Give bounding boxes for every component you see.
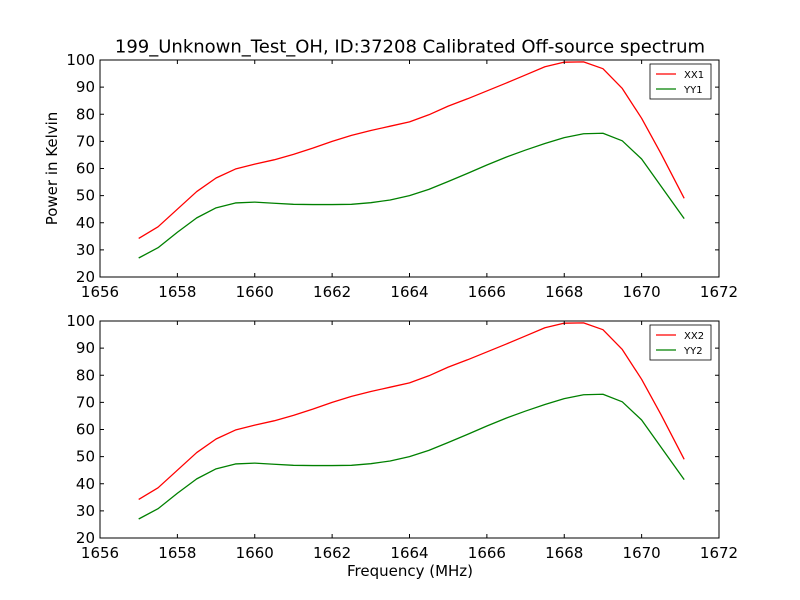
x-tick-label: 1660 bbox=[236, 544, 274, 562]
y-tick-label: 20 bbox=[76, 529, 95, 547]
y-tick-label: 100 bbox=[66, 51, 95, 69]
x-tick-label: 1662 bbox=[313, 544, 351, 562]
x-tick-label: 1668 bbox=[545, 283, 583, 301]
series-line-yy2 bbox=[138, 393, 685, 520]
y-axis-label: Power in Kelvin bbox=[43, 112, 61, 226]
y-tick-label: 70 bbox=[76, 393, 95, 411]
x-tick-label: 1670 bbox=[623, 544, 661, 562]
series-line-xx1 bbox=[138, 61, 685, 240]
x-tick-label: 1656 bbox=[81, 544, 119, 562]
y-tick-label: 60 bbox=[76, 421, 95, 439]
x-axis-label: Frequency (MHz) bbox=[347, 562, 473, 580]
x-tick-label: 1658 bbox=[158, 544, 196, 562]
y-tick-label: 40 bbox=[76, 214, 95, 232]
y-tick-label: 30 bbox=[76, 241, 95, 259]
x-tick-label: 1660 bbox=[236, 283, 274, 301]
x-tick-label: 1672 bbox=[700, 544, 738, 562]
legend-label-yy2: YY2 bbox=[683, 346, 703, 357]
y-tick-label: 30 bbox=[76, 502, 95, 520]
y-tick-label: 80 bbox=[76, 366, 95, 384]
series-line-yy1 bbox=[138, 132, 685, 259]
x-tick-label: 1658 bbox=[158, 283, 196, 301]
x-tick-label: 1662 bbox=[313, 283, 351, 301]
legend-label-yy1: YY1 bbox=[683, 85, 703, 96]
y-tick-label: 100 bbox=[66, 312, 95, 330]
x-tick-label: 1664 bbox=[390, 544, 428, 562]
x-tick-label: 1656 bbox=[81, 283, 119, 301]
series-line-xx2 bbox=[138, 322, 685, 501]
y-tick-label: 60 bbox=[76, 160, 95, 178]
x-tick-label: 1672 bbox=[700, 283, 738, 301]
y-tick-label: 50 bbox=[76, 187, 95, 205]
legend-box bbox=[649, 324, 712, 361]
y-tick-label: 20 bbox=[76, 268, 95, 286]
legend-box bbox=[649, 63, 712, 100]
legend-label-xx2: XX2 bbox=[684, 331, 704, 342]
y-tick-label: 50 bbox=[76, 448, 95, 466]
y-tick-label: 80 bbox=[76, 105, 95, 123]
chart-title: 199_Unknown_Test_OH, ID:37208 Calibrated… bbox=[115, 37, 705, 58]
bottom-panel: 1656 1658 1660 1662 1664 1666 1668 1670 1672 20 30… bbox=[66, 312, 738, 562]
x-tick-label: 1666 bbox=[468, 544, 506, 562]
top-panel: 1656 1658 1660 1662 1664 1666 1668 1670 1672 20 30… bbox=[66, 51, 738, 301]
x-tick-label: 1664 bbox=[390, 283, 428, 301]
x-tick-label: 1666 bbox=[468, 283, 506, 301]
y-tick-label: 90 bbox=[76, 339, 95, 357]
y-tick-label: 90 bbox=[76, 78, 95, 96]
y-tick-label: 40 bbox=[76, 475, 95, 493]
legend-label-xx1: XX1 bbox=[684, 70, 704, 81]
y-tick-label: 70 bbox=[76, 132, 95, 150]
x-tick-label: 1668 bbox=[545, 544, 583, 562]
x-tick-label: 1670 bbox=[623, 283, 661, 301]
